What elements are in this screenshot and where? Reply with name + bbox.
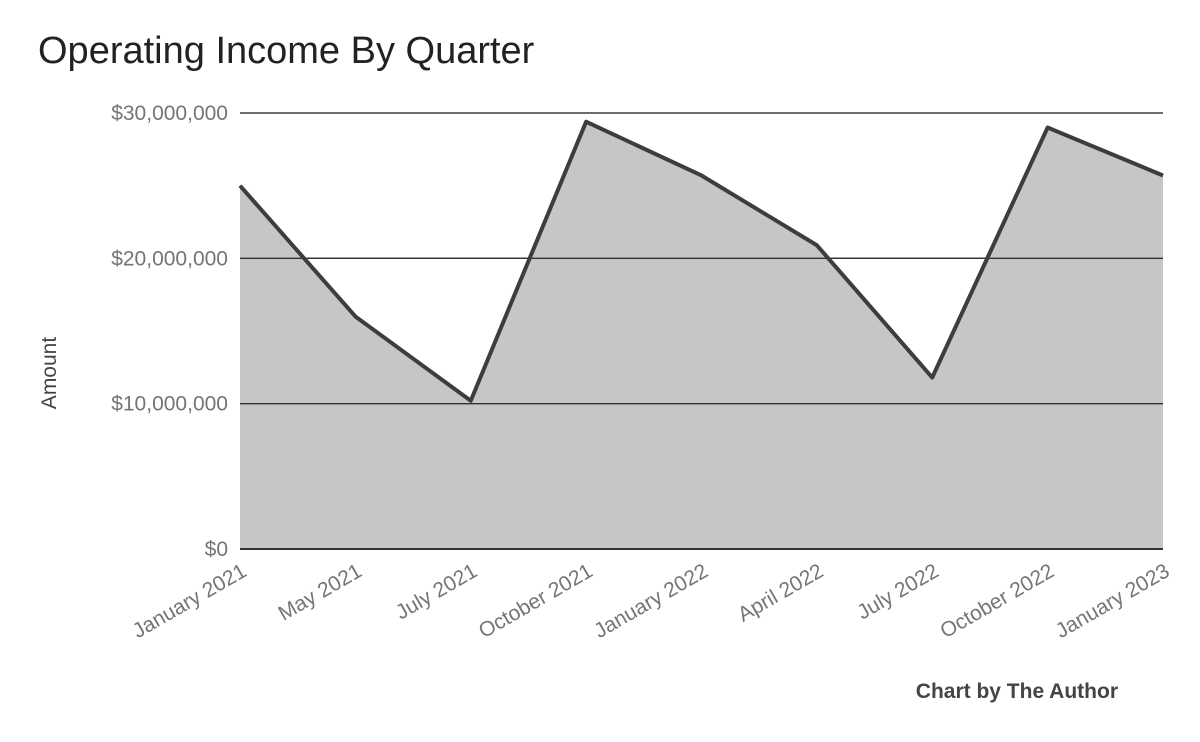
x-tick-label: January 2022 (590, 559, 712, 643)
x-tick-label: May 2021 (274, 559, 365, 625)
x-tick-label: January 2021 (129, 559, 251, 643)
area-layer (238, 112, 1164, 550)
y-axis-label: Amount (38, 337, 61, 410)
area-fill (240, 121, 1163, 549)
y-tick-label: $20,000,000 (111, 247, 228, 270)
x-tick-label: April 2022 (734, 559, 827, 626)
x-tick-label: July 2021 (392, 559, 481, 624)
y-tick-label: $0 (205, 538, 228, 561)
chart-title: Operating Income By Quarter (38, 30, 535, 72)
chart-credit: Chart by The Author (915, 680, 1118, 703)
y-tick-label: $30,000,000 (111, 102, 228, 125)
x-tick-label: January 2023 (1052, 559, 1174, 643)
series-line (238, 119, 1164, 403)
x-tick-label: July 2022 (853, 559, 942, 624)
y-tick-label: $10,000,000 (111, 393, 228, 416)
x-tick-label: October 2021 (475, 559, 597, 643)
y-axis-ticks: $0 $10,000,000 $20,000,000 $30,000,000 (111, 102, 228, 561)
x-tick-label: October 2022 (936, 559, 1058, 643)
